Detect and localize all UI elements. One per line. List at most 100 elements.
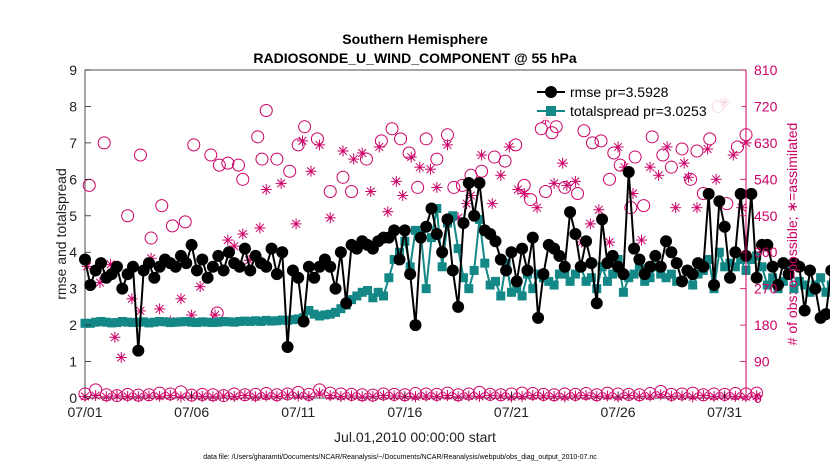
totalspread-marker xyxy=(101,317,111,327)
rmse-marker xyxy=(308,271,321,284)
rmse-marker xyxy=(729,246,742,259)
rmse-marker xyxy=(457,217,470,230)
obs-assimilated-marker xyxy=(382,206,394,218)
x-tick-label: 07/26 xyxy=(601,404,636,420)
obs-possible-marker xyxy=(539,184,553,198)
rmse-marker xyxy=(569,228,582,240)
obs-assimilated-marker xyxy=(314,139,326,151)
totalspread-marker xyxy=(666,269,676,279)
rmse-marker xyxy=(809,282,822,295)
totalspread-marker xyxy=(618,287,628,297)
obs-assimilated-marker xyxy=(260,390,272,402)
obs-assimilated-marker xyxy=(303,390,315,402)
rmse-marker xyxy=(110,260,123,273)
obs-possible-marker xyxy=(155,199,169,213)
rmse-marker xyxy=(596,213,609,226)
totalspread-marker xyxy=(192,318,202,328)
totalspread-marker xyxy=(821,287,830,297)
rmse-marker xyxy=(564,206,577,219)
obs-assimilated-marker xyxy=(282,389,294,401)
totalspread-marker xyxy=(363,285,373,295)
obs-possible-marker xyxy=(323,184,337,198)
obs-assimilated-marker xyxy=(557,157,569,169)
y-right-tick-label: 360 xyxy=(754,244,778,260)
totalspread-marker xyxy=(208,318,218,328)
totalspread-marker xyxy=(581,276,591,286)
rmse-marker xyxy=(644,260,657,273)
totalspread-marker xyxy=(704,255,714,265)
totalspread-marker xyxy=(107,318,117,328)
obs-possible-marker xyxy=(121,209,135,223)
left-axis-ticks: 0 1 2 3 4 5 6 7 8 9 xyxy=(69,62,91,406)
rmse-marker xyxy=(398,224,411,237)
obs-possible-marker xyxy=(291,138,305,152)
obs-assimilated-marker xyxy=(751,390,763,402)
rmse-marker xyxy=(212,249,225,262)
obs-possible-marker xyxy=(558,180,572,194)
obs-possible-marker xyxy=(236,172,250,186)
rmse-marker xyxy=(94,257,107,270)
obs-assimilated-marker xyxy=(682,171,694,183)
totalspread-marker xyxy=(357,287,367,297)
obs-assimilated-marker xyxy=(237,228,249,240)
totalspread-marker xyxy=(597,262,607,272)
obs-assimilated-marker xyxy=(431,390,443,402)
totalspread-marker xyxy=(91,317,101,327)
rmse-marker xyxy=(222,246,235,259)
obs-assimilated-marker xyxy=(644,390,656,402)
obs-assimilated-marker xyxy=(591,390,603,402)
totalspread-marker xyxy=(277,315,287,325)
rmse-marker xyxy=(505,246,518,259)
obs-possible-marker xyxy=(97,136,111,150)
totalspread-marker xyxy=(528,284,538,294)
obs-assimilated-marker xyxy=(676,390,688,402)
totalspread-marker xyxy=(229,317,239,327)
totalspread-marker xyxy=(634,262,644,272)
y-tick-label: 7 xyxy=(69,135,77,151)
obs-assimilated-marker xyxy=(644,161,656,173)
totalspread-marker xyxy=(219,316,229,326)
obs-possible-marker xyxy=(394,132,408,146)
obs-assimilated-marker xyxy=(275,177,287,189)
rmse-marker xyxy=(777,257,790,270)
totalspread-marker xyxy=(96,316,106,326)
totalspread-marker xyxy=(746,255,756,265)
obs-possible-marker xyxy=(255,152,269,166)
rmse-marker xyxy=(633,253,646,266)
totalspread-marker xyxy=(395,247,405,257)
totalspread-marker xyxy=(629,269,639,279)
totalspread-marker xyxy=(736,255,746,265)
obs-assimilated-marker xyxy=(486,198,498,210)
rmse-marker xyxy=(803,264,816,277)
obs-possible-marker xyxy=(690,144,704,158)
rmse-marker xyxy=(617,268,630,281)
obs-possible-marker xyxy=(165,219,179,233)
obs-assimilated-marker xyxy=(708,390,720,402)
rmse-marker xyxy=(697,260,710,273)
totalspread-marker xyxy=(426,233,436,243)
obs-assimilated-marker xyxy=(548,390,560,402)
legend-box xyxy=(533,78,742,120)
rmse-marker xyxy=(574,260,587,273)
totalspread-marker xyxy=(608,269,618,279)
totalspread-marker xyxy=(720,262,730,272)
obs-assimilated-marker xyxy=(348,153,360,165)
obs-assimilated-marker xyxy=(397,190,409,202)
obs-assimilated-marker xyxy=(410,391,421,403)
rmse-marker xyxy=(670,257,683,270)
rmse-marker xyxy=(686,268,699,281)
obs-assimilated-marker xyxy=(604,236,616,248)
rmse-marker xyxy=(510,275,523,288)
rmse-marker xyxy=(580,235,593,248)
obs-assimilated-marker xyxy=(271,390,283,402)
y-right-tick-label: 630 xyxy=(754,135,778,151)
totalspread-marker xyxy=(288,315,298,325)
totalspread-marker xyxy=(256,316,266,326)
obs-assimilated-marker xyxy=(218,390,230,402)
totalspread-marker xyxy=(730,262,740,272)
totalspread-marker xyxy=(261,315,271,325)
rmse-marker xyxy=(329,282,342,295)
obs-assimilated-marker xyxy=(196,390,208,402)
obs-possible-marker xyxy=(298,120,312,134)
obs-assimilated-marker xyxy=(687,391,699,403)
